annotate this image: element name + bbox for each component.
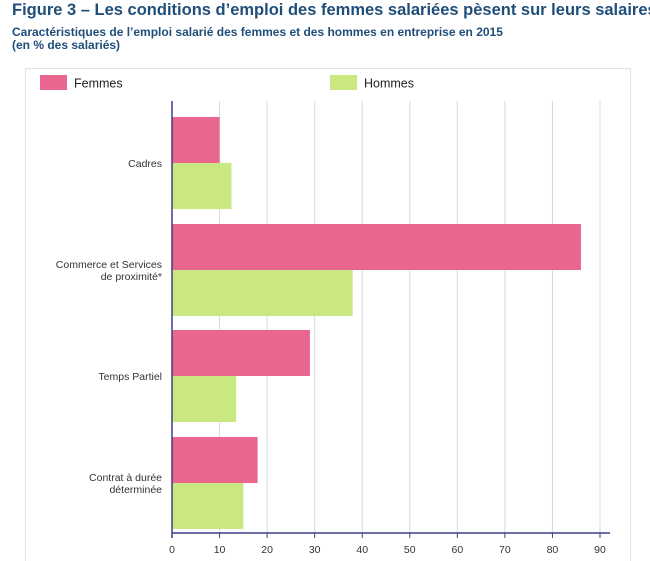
chart-subtitle: Caractéristiques de l’emploi salarié des…	[12, 26, 503, 52]
chart-title: Figure 3 – Les conditions d’emploi des f…	[12, 1, 650, 19]
category-label: Commerce et Services	[56, 259, 162, 271]
legend-swatch-hommes	[330, 75, 357, 90]
legend-label-femmes: Femmes	[74, 77, 123, 91]
bar-femmes-2	[172, 330, 310, 376]
category-label: Temps Partiel	[98, 371, 162, 383]
bar-hommes-2	[172, 376, 237, 422]
subtitle-line-1: Caractéristiques de l’emploi salarié des…	[12, 25, 503, 39]
x-tick-label: 10	[214, 544, 226, 556]
chart-panel	[25, 68, 631, 561]
bars	[172, 117, 581, 529]
x-tick-label: 30	[309, 544, 321, 556]
legend-label-hommes: Hommes	[364, 77, 414, 91]
bar-hommes-3	[172, 483, 244, 529]
category-label: Contrat à durée	[89, 472, 162, 484]
x-tick-label: 70	[499, 544, 511, 556]
bar-femmes-0	[172, 117, 220, 163]
bar-hommes-0	[172, 163, 232, 209]
category-label: de proximité*	[101, 271, 162, 283]
bar-femmes-1	[172, 224, 581, 270]
x-tick-label: 80	[547, 544, 559, 556]
gridlines	[219, 101, 601, 533]
x-tick-labels: 0 10 20 30 40 50 60 70 80 90	[169, 544, 606, 556]
category-label: Cadres	[128, 158, 162, 170]
axes	[171, 101, 610, 538]
x-tick-label: 50	[404, 544, 416, 556]
category-label: déterminée	[109, 484, 162, 496]
x-tick-label: 40	[356, 544, 368, 556]
x-tick-label: 20	[261, 544, 273, 556]
x-tick-label: 0	[169, 544, 175, 556]
legend-swatch-femmes	[40, 75, 67, 90]
bar-hommes-1	[172, 270, 353, 316]
x-tick-label: 90	[594, 544, 606, 556]
legend: Femmes Hommes	[40, 75, 414, 91]
subtitle-line-2: (en % des salariés)	[12, 38, 121, 52]
bar-femmes-3	[172, 437, 258, 483]
x-tick-label: 60	[451, 544, 463, 556]
